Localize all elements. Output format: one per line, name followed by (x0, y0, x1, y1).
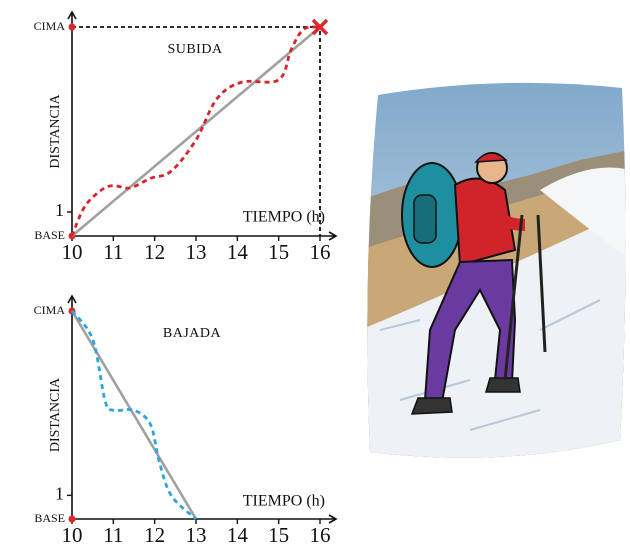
x-tick-label: 13 (186, 240, 207, 264)
y-tick-label: BASE (34, 511, 65, 525)
hiker-illustration (367, 82, 626, 458)
x-axis (72, 231, 338, 241)
y-tick-label: BASE (34, 228, 65, 242)
x-tick-label: 16 (310, 523, 331, 545)
x-tick-label: 13 (186, 523, 207, 545)
x-tick-label: 10 (62, 240, 83, 264)
x-axis (72, 514, 338, 524)
y-tick-label: CIMA (34, 19, 66, 33)
x-tick-label: 11 (103, 240, 123, 264)
x-tick-label: 11 (103, 523, 123, 545)
y-tick-label: 1 (55, 200, 64, 220)
chart-title: SUBIDA (167, 42, 223, 57)
series-line (70, 310, 197, 521)
chart-title: BAJADA (163, 326, 222, 341)
x-axis-label: TIEMPO (h) (243, 493, 325, 510)
y-tick-dot (68, 23, 76, 31)
x-tick-label: 14 (227, 240, 249, 264)
x-tick-label: 14 (227, 523, 249, 545)
x-tick-label: 12 (144, 523, 165, 545)
series-line (70, 25, 321, 237)
y-tick-dot (68, 515, 76, 523)
y-axis (67, 294, 77, 519)
y-axis-label: DISTANCIA (48, 377, 63, 452)
x-tick-label: 15 (268, 523, 289, 545)
x-tick-label: 15 (268, 240, 289, 264)
x-tick-label: 10 (62, 523, 83, 545)
x-axis-label: TIEMPO (h) (243, 209, 325, 226)
summit-marker (311, 18, 329, 36)
y-axis-label: DISTANCIA (48, 93, 63, 168)
x-tick-label: 12 (144, 240, 165, 264)
y-axis (67, 10, 77, 236)
x-tick-label: 16 (310, 240, 331, 264)
series-line (71, 26, 321, 237)
series-line (70, 310, 198, 520)
y-tick-label: CIMA (34, 303, 66, 317)
y-tick-label: 1 (55, 483, 64, 503)
